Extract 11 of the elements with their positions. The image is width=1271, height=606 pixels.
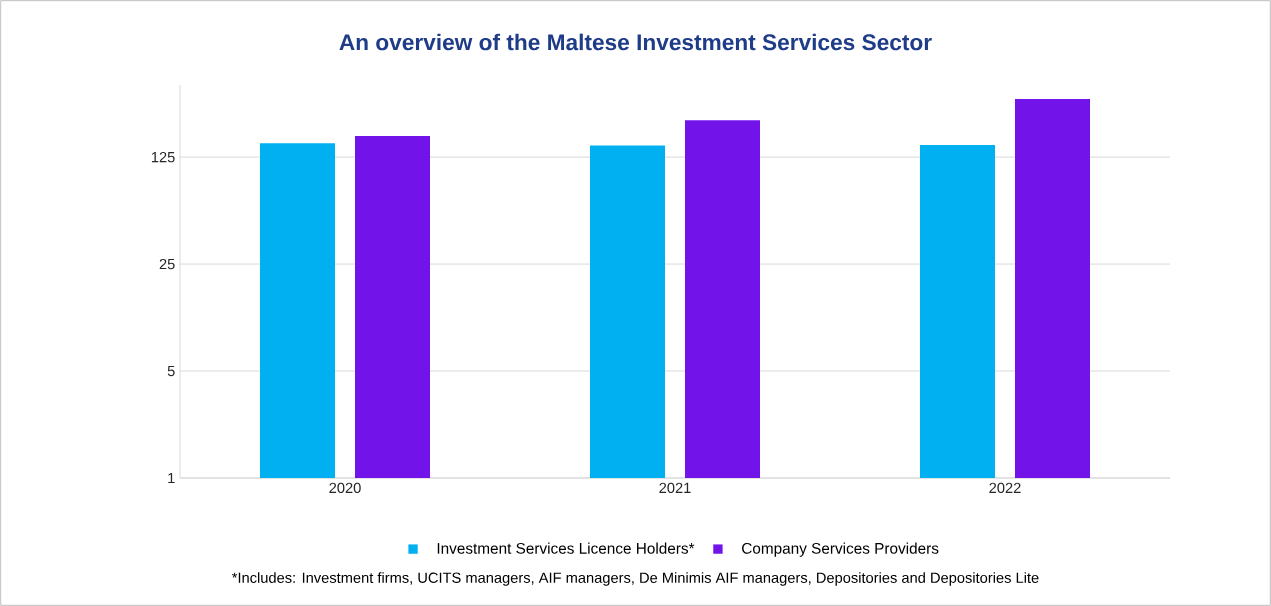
y-tick-label: 1: [168, 472, 175, 484]
x-tick-label: 2020: [329, 482, 361, 494]
y-tick-label: 125: [151, 151, 175, 163]
text: *Includes: Investment firms, UCITS managers, AIF managers, De Minimis AIF managers, Depositories and Depositories Lite: [231, 572, 1039, 586]
y-tick-label: 5: [167, 365, 175, 377]
y-tick-label: 25: [159, 258, 175, 270]
legend-label: Investment Services Licence Holders*: [437, 542, 695, 554]
legend-label: Company Services Providers: [742, 542, 939, 557]
chart-title: An overview of the Maltese Investment Services Sector: [339, 33, 932, 51]
x-tick-label: 2022: [989, 482, 1021, 494]
x-tick-label: 2021: [659, 482, 691, 494]
